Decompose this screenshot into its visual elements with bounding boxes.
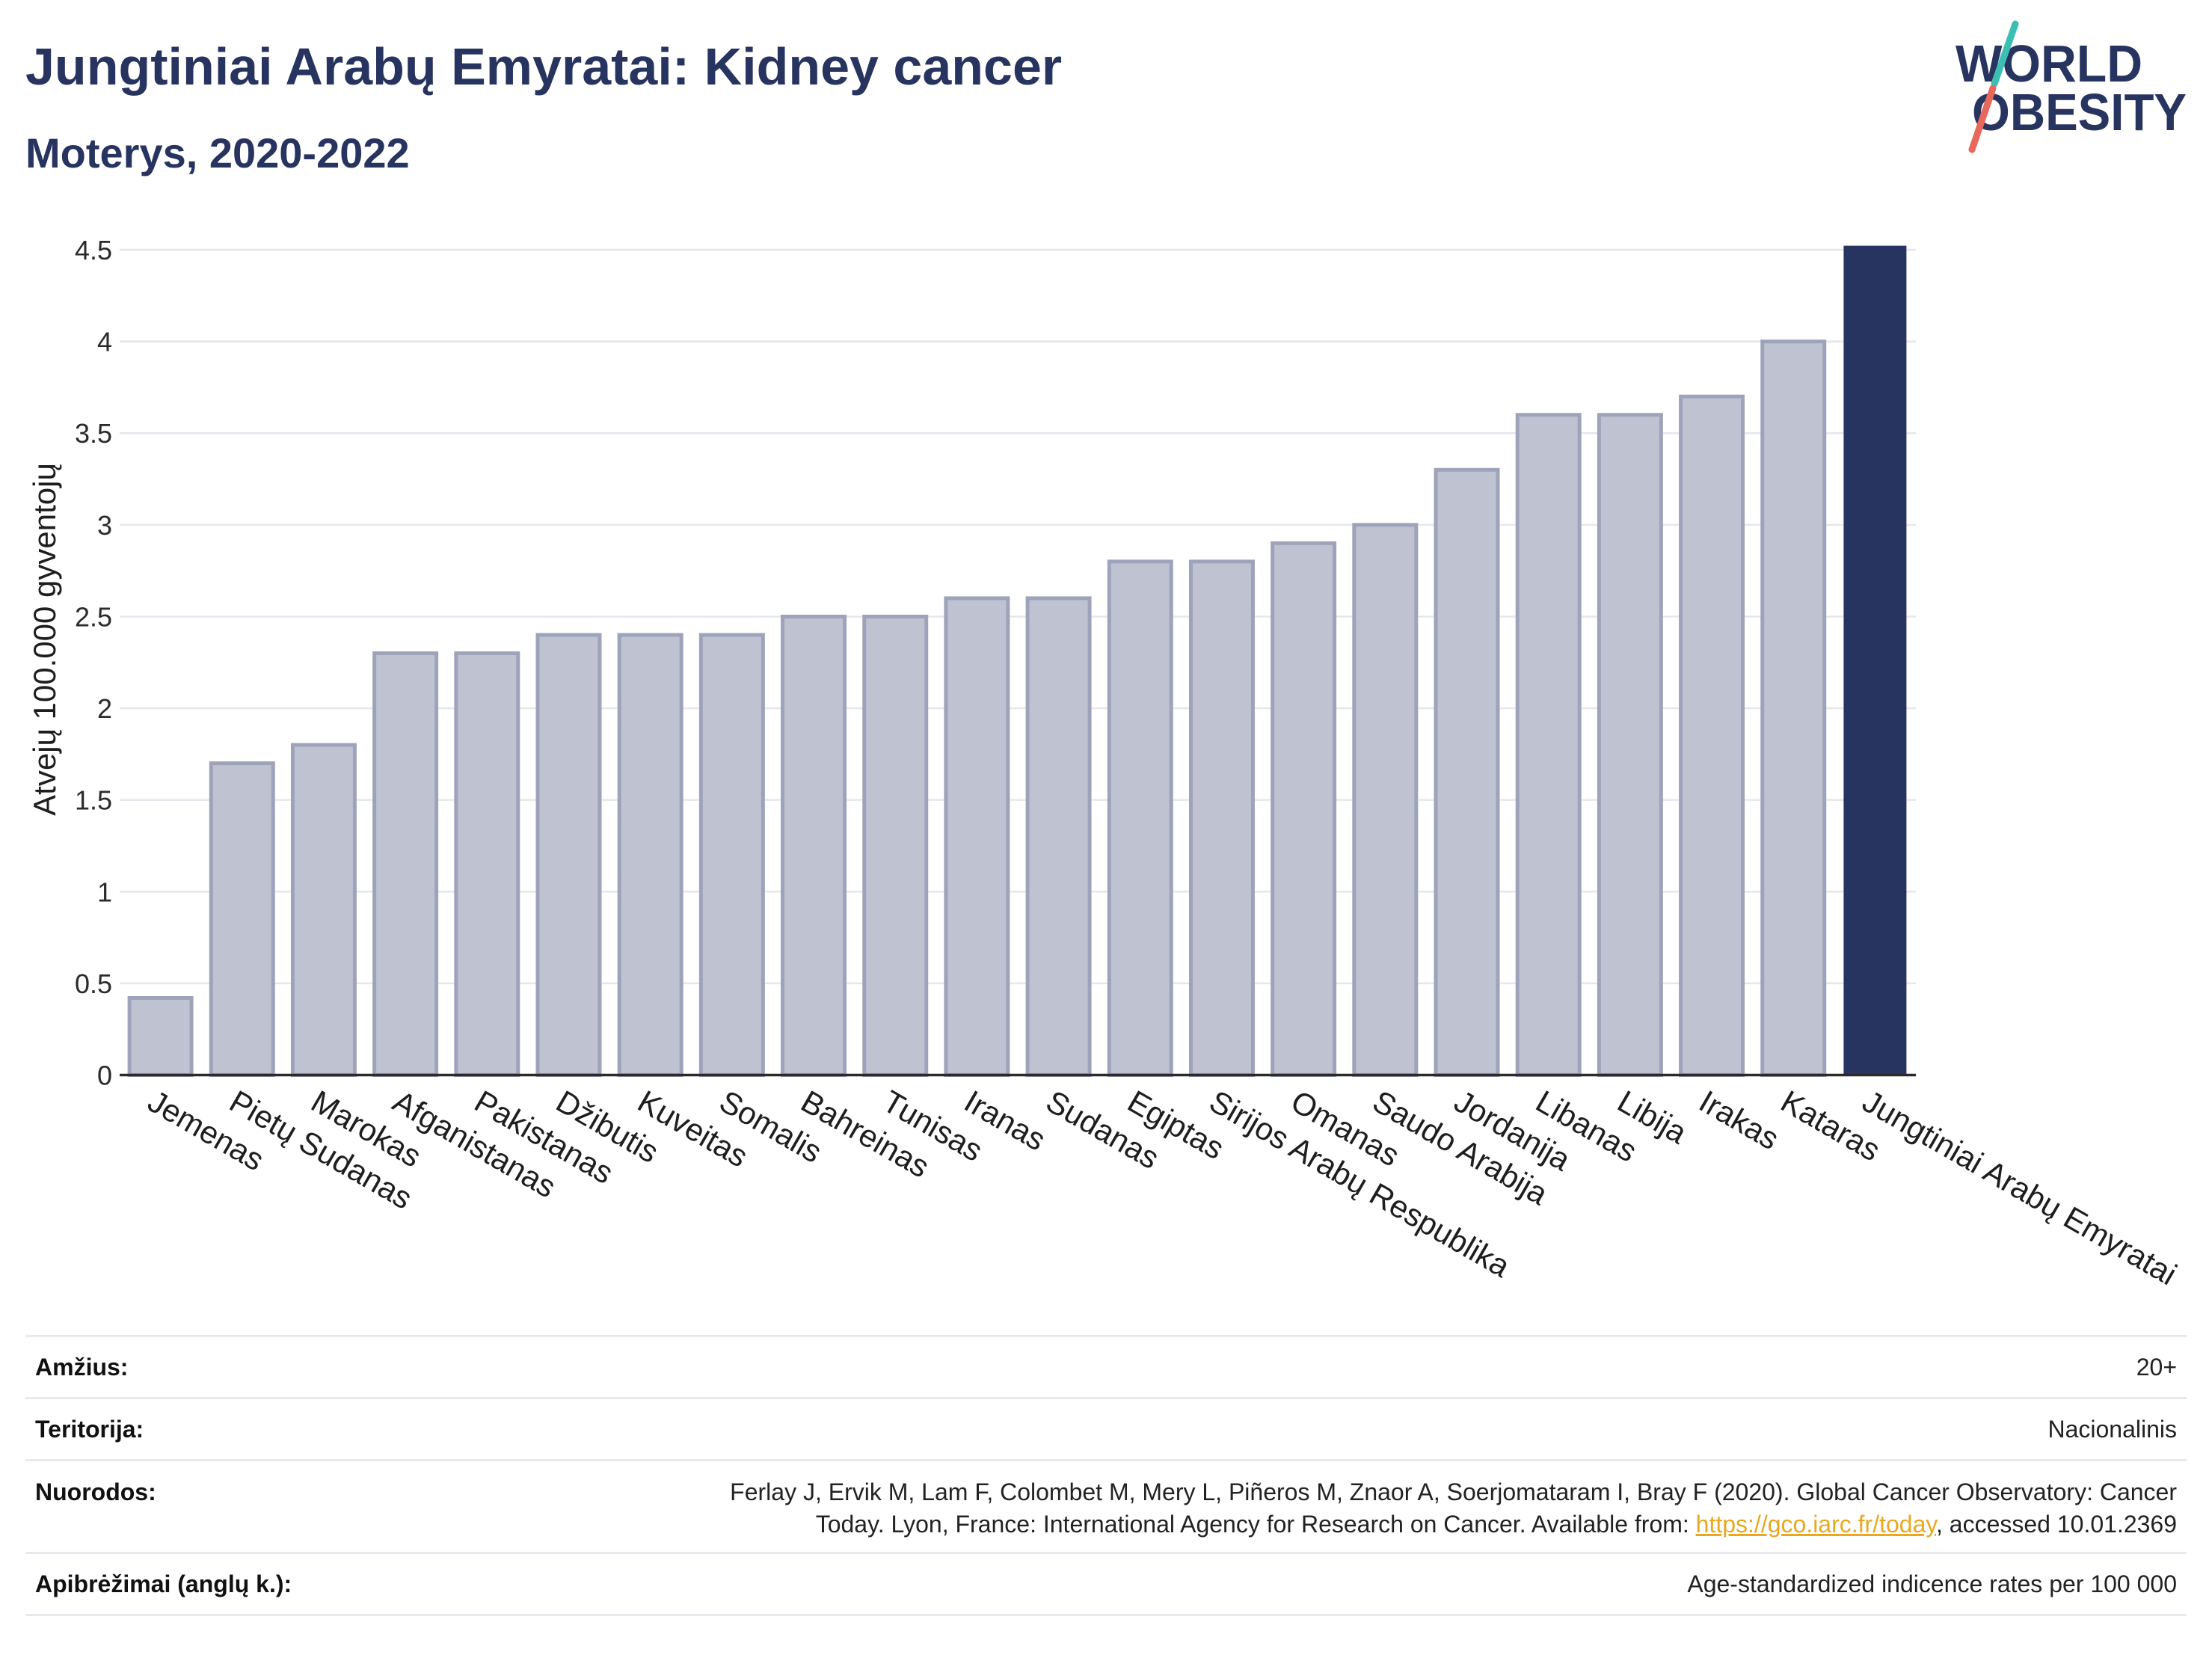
y-tick-label: 0.5 [75, 968, 112, 999]
territory-label: Teritorija: [35, 1415, 144, 1443]
page-subtitle: Moterys, 2020-2022 [25, 129, 410, 176]
bar [1679, 394, 1745, 1077]
y-tick-label: 1.5 [75, 785, 112, 816]
bar [209, 761, 275, 1077]
world-obesity-logo: WORLD OBESITY [1956, 20, 2187, 153]
bar [290, 743, 357, 1077]
bar [617, 633, 683, 1077]
references-line-2-suffix: , accessed 10.01.2369 [1935, 1511, 2177, 1538]
y-tick-label: 2 [97, 693, 112, 724]
age-value: 20+ [2136, 1353, 2177, 1381]
logo-text-obesity: OBESITY [1972, 83, 2187, 141]
bar [1352, 523, 1419, 1077]
y-tick-label: 4 [97, 327, 112, 357]
y-tick-label: 4.5 [75, 235, 112, 265]
bar [1760, 340, 1827, 1078]
info-table: Amžius: 20+ Teritorija: Nacionalinis Nuo… [25, 1335, 2187, 1616]
bar [1597, 413, 1663, 1077]
bar [944, 596, 1010, 1077]
bar [862, 614, 929, 1077]
bar [1188, 559, 1255, 1077]
logo-slash-teal [1991, 20, 2019, 87]
bar [1107, 559, 1173, 1077]
bar [1025, 596, 1092, 1077]
x-tick-label: Irakas [1694, 1084, 1786, 1157]
y-tick-label: 2.5 [75, 601, 112, 632]
age-label: Amžius: [35, 1353, 129, 1381]
bar-chart: Atvejų 100.000 gyventojų 0 0.5 1 1.5 2 2.5 3 3.… [27, 235, 2183, 1292]
references-label: Nuorodos: [35, 1479, 156, 1505]
x-tick-label: Jungtiniai Arabų Emyratai [1857, 1084, 2183, 1292]
y-tick-label: 3 [97, 510, 112, 541]
bar-highlighted [1843, 245, 1907, 1075]
references-line-1: Ferlay J, Ervik M, Lam F, Colombet M, Me… [730, 1479, 2177, 1505]
logo-slash-coral [1968, 85, 1997, 153]
references-value: Ferlay J, Ervik M, Lam F, Colombet M, Me… [730, 1476, 2177, 1541]
y-tick-label: 3.5 [75, 418, 112, 449]
bar [1515, 413, 1582, 1077]
info-row-territory: Teritorija: Nacionalinis [25, 1397, 2187, 1459]
y-axis-label: Atvejų 100.000 gyventojų [27, 463, 62, 816]
references-line-2-text: Today. Lyon, France: International Agenc… [815, 1511, 1696, 1538]
logo-text-world: WORLD [1956, 34, 2142, 93]
bar [698, 633, 765, 1077]
info-row-references: Nuorodos: Ferlay J, Ervik M, Lam F, Colo… [25, 1459, 2187, 1552]
bar [535, 633, 602, 1077]
references-line-2: Today. Lyon, France: International Agenc… [730, 1508, 2177, 1541]
bar [454, 651, 520, 1077]
bar [1434, 467, 1500, 1077]
y-tick-label: 1 [97, 876, 112, 907]
info-row-definitions: Apibrėžimai (anglų k.): Age-standardized… [25, 1552, 2187, 1616]
definitions-value: Age-standardized indicence rates per 100… [1687, 1570, 2177, 1597]
page-title: Jungtiniai Arabų Emyratai: Kidney cancer [25, 37, 1063, 96]
y-tick-label: 0 [97, 1060, 112, 1091]
territory-value: Nacionalinis [2047, 1415, 2177, 1443]
bar [127, 996, 194, 1078]
info-row-age: Amžius: 20+ [25, 1335, 2187, 1397]
definitions-label: Apibrėžimai (anglų k.): [35, 1570, 292, 1597]
bar [781, 614, 847, 1077]
bar [372, 651, 439, 1077]
y-tick-labels: 0 0.5 1 1.5 2 2.5 3 3.5 4 4.5 [75, 235, 112, 1091]
bars [127, 245, 1907, 1078]
references-link[interactable]: https://gco.iarc.fr/today [1695, 1511, 1936, 1538]
bar [1271, 541, 1337, 1077]
